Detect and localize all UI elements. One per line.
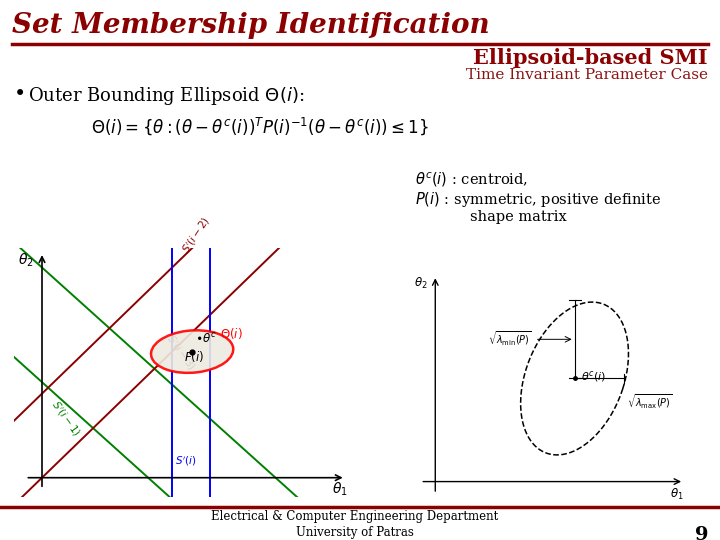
Ellipse shape <box>151 330 233 373</box>
Text: $\theta_1$: $\theta_1$ <box>332 481 348 498</box>
Text: •: • <box>14 85 26 104</box>
Text: $\bullet\theta^c$: $\bullet\theta^c$ <box>195 332 217 346</box>
Text: $\sqrt{\lambda_{\max}(P)}$: $\sqrt{\lambda_{\max}(P)}$ <box>627 393 672 411</box>
Text: $S'(i-1)$: $S'(i-1)$ <box>48 399 82 440</box>
Text: $P(i)$ : symmetric, positive definite: $P(i)$ : symmetric, positive definite <box>415 190 661 209</box>
Text: $\theta_2$: $\theta_2$ <box>17 251 33 268</box>
Text: Ellipsoid-based SMI: Ellipsoid-based SMI <box>473 48 708 68</box>
Text: $F(i)$: $F(i)$ <box>184 349 204 364</box>
Text: $\Theta(i) = \left\{\theta : \left(\theta - \theta^c(i)\right)^T P(i)^{-1}\left(: $\Theta(i) = \left\{\theta : \left(\thet… <box>91 115 429 137</box>
Text: $\theta_1$: $\theta_1$ <box>670 487 683 502</box>
Text: University of Patras: University of Patras <box>296 526 414 539</box>
Text: $\sqrt{\lambda_{\min}(P)}$: $\sqrt{\lambda_{\min}(P)}$ <box>488 330 532 348</box>
Text: $S'(i)$: $S'(i)$ <box>175 455 197 468</box>
Text: Outer Bounding Ellipsoid $\Theta(i)$:: Outer Bounding Ellipsoid $\Theta(i)$: <box>28 85 305 107</box>
Text: Set Membership Identification: Set Membership Identification <box>12 12 490 39</box>
Text: shape matrix: shape matrix <box>470 210 567 224</box>
Text: $\theta^c(i)$: $\theta^c(i)$ <box>580 369 606 384</box>
Text: Electrical & Computer Engineering Department: Electrical & Computer Engineering Depart… <box>212 510 499 523</box>
Text: Time Invariant Parameter Case: Time Invariant Parameter Case <box>466 68 708 82</box>
Text: $\theta^c(i)$ : centroid,: $\theta^c(i)$ : centroid, <box>415 170 528 188</box>
Text: $S'(i-2)$: $S'(i-2)$ <box>180 214 214 256</box>
Text: $S'(i-3)$: $S'(i-3)$ <box>163 332 198 373</box>
Text: 9: 9 <box>695 526 708 540</box>
Text: $\Theta(i)$: $\Theta(i)$ <box>220 326 243 341</box>
Text: $\theta_2$: $\theta_2$ <box>413 276 427 291</box>
